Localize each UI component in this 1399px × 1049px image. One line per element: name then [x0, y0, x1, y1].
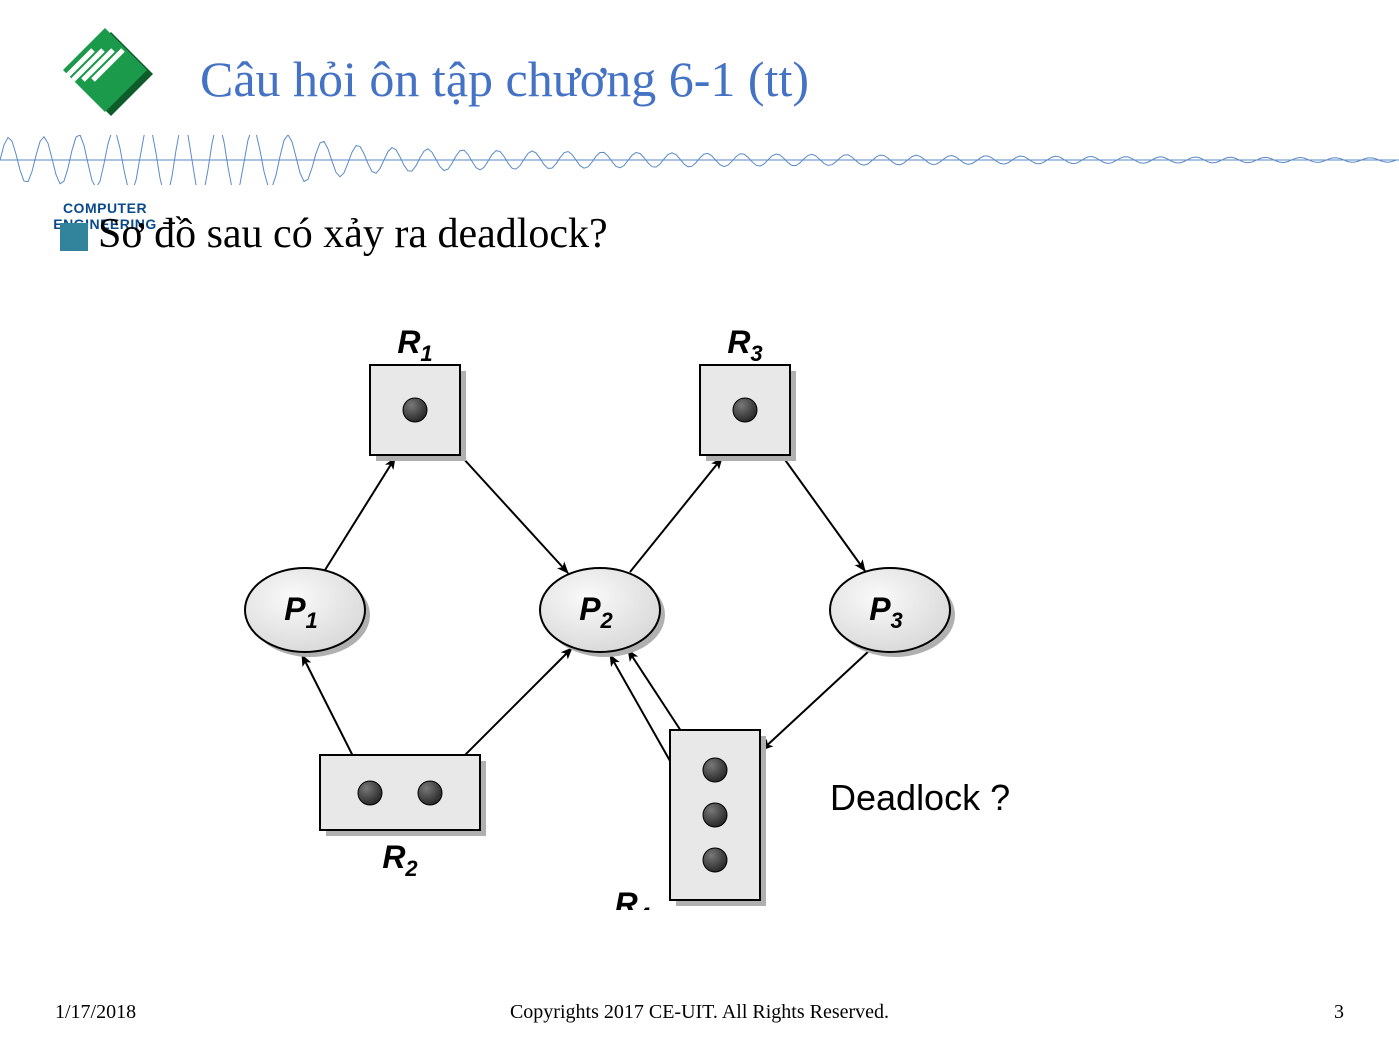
resource-instance-dot [703, 848, 727, 872]
resource-instance-dot [733, 398, 757, 422]
edge [762, 650, 870, 750]
slide-title: Câu hỏi ôn tập chương 6-1 (tt) [200, 50, 809, 108]
logo-area: COMPUTER ENGINEERING [25, 25, 185, 232]
diagram-svg: R1R3R2R4P1P2P3Deadlock ? [210, 310, 1110, 910]
wave-divider [0, 135, 1399, 185]
resource-instance-dot [703, 803, 727, 827]
resource-instance-dot [418, 781, 442, 805]
logo-icon [45, 25, 165, 125]
svg-text:R4: R4 [615, 886, 650, 910]
resource-instance-dot [703, 758, 727, 782]
footer-copyright: Copyrights 2017 CE-UIT. All Rights Reser… [0, 1001, 1399, 1024]
bullet-text: Sơ đồ sau có xảy ra deadlock? [98, 210, 608, 258]
edge [630, 458, 722, 572]
resource-instance-dot [358, 781, 382, 805]
slide: COMPUTER ENGINEERING Câu hỏi ôn tập chươ… [0, 0, 1399, 1049]
edge [325, 458, 395, 570]
svg-text:R3: R3 [727, 324, 762, 366]
resource-allocation-diagram: R1R3R2R4P1P2P3Deadlock ? [210, 310, 1110, 910]
svg-text:R2: R2 [382, 839, 418, 881]
svg-text:R1: R1 [397, 324, 432, 366]
bullet-marker [60, 223, 88, 251]
footer-page-number: 3 [1334, 1001, 1344, 1024]
resource-instance-dot [403, 398, 427, 422]
bullet-row: Sơ đồ sau có xảy ra deadlock? [60, 210, 608, 258]
resource-R2 [320, 755, 480, 830]
deadlock-question: Deadlock ? [830, 777, 1010, 818]
